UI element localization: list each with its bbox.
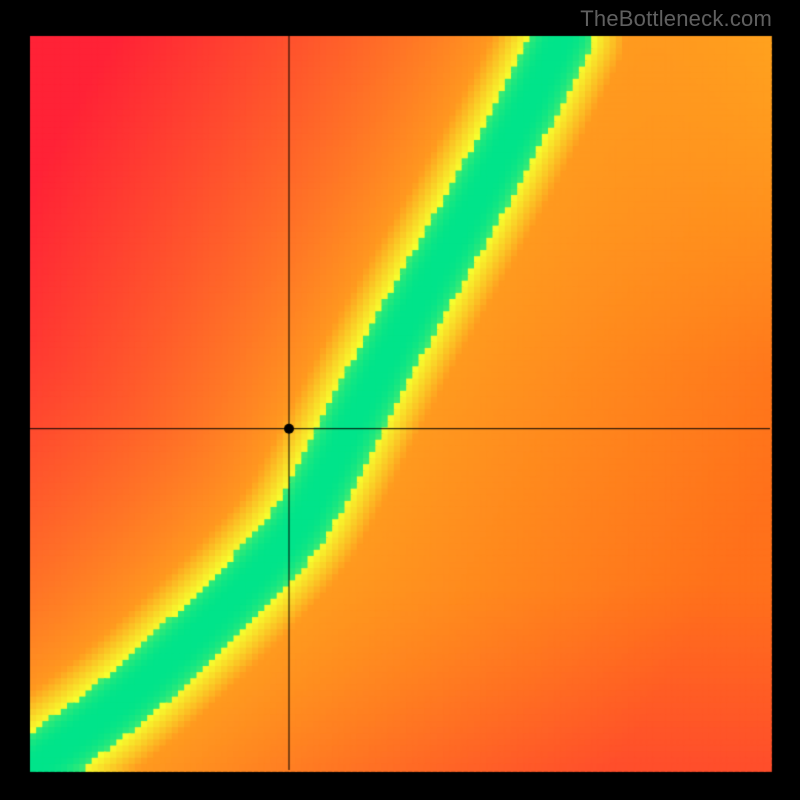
- bottleneck-heatmap: [0, 0, 800, 800]
- watermark-text: TheBottleneck.com: [580, 6, 772, 32]
